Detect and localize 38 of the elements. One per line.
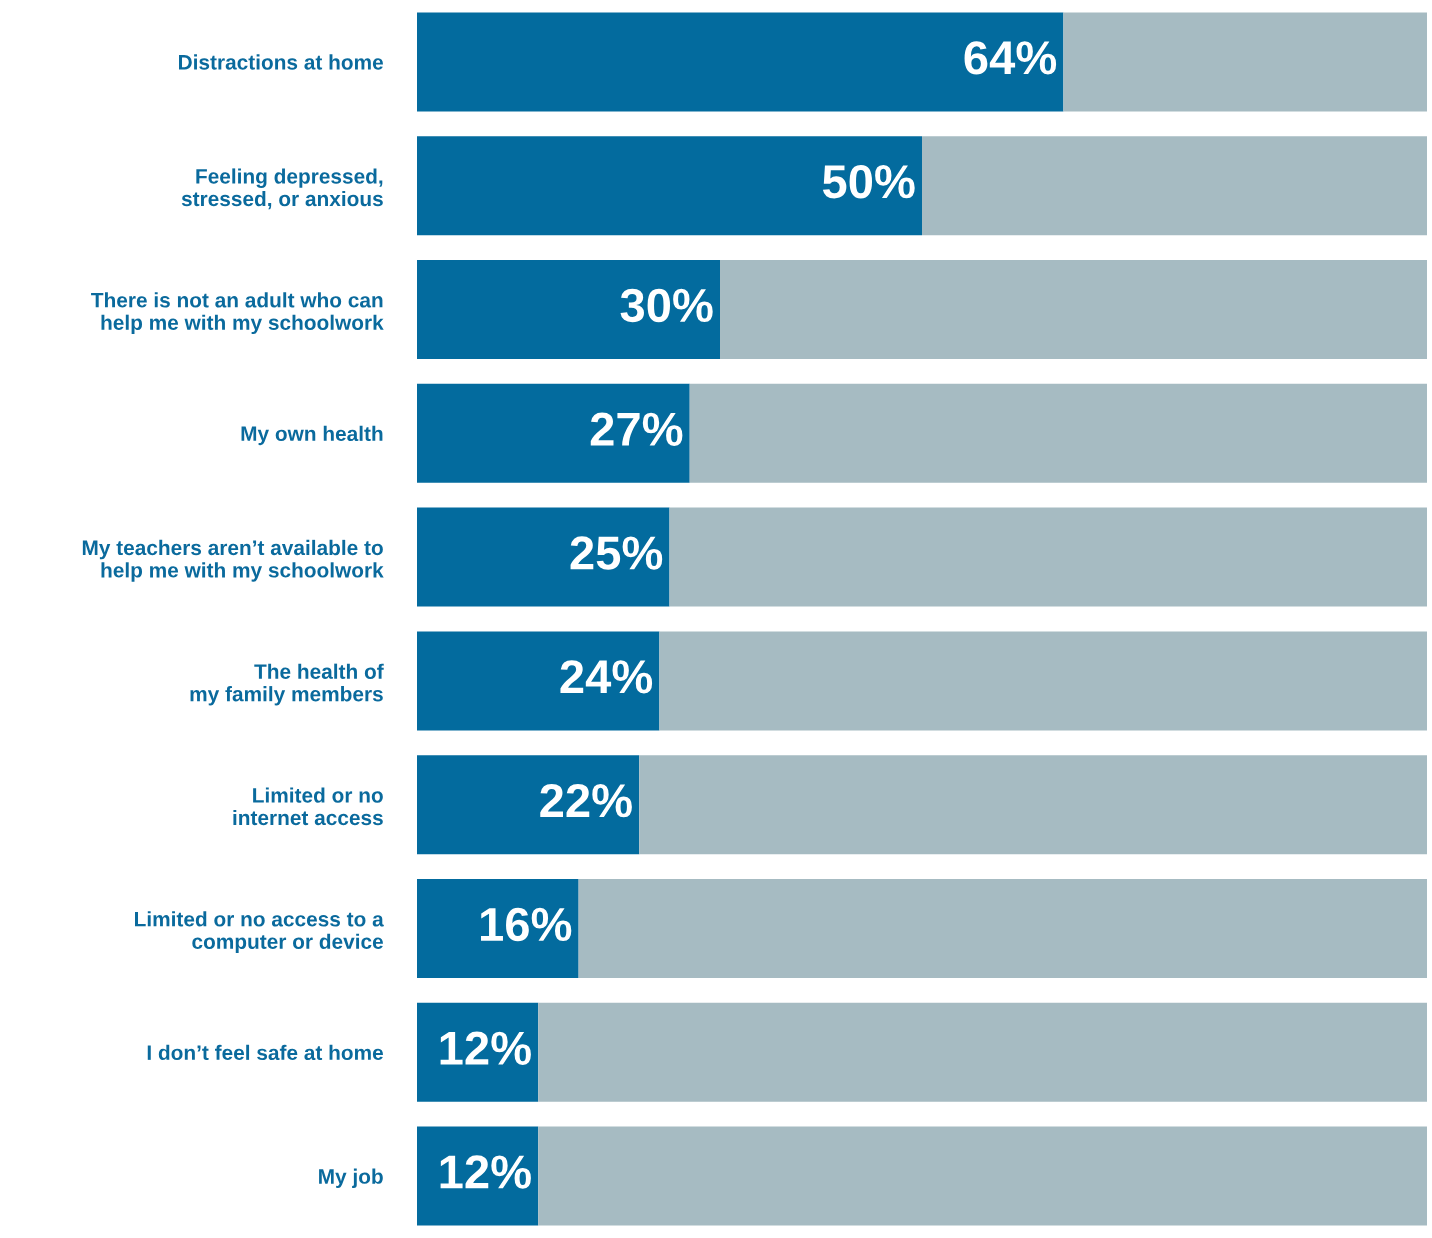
- bar: [417, 755, 640, 855]
- bar: [417, 507, 670, 607]
- bar: [538, 1002, 1427, 1102]
- data-label: 12%: [440, 1031, 531, 1065]
- data-label: 24%: [560, 660, 653, 694]
- bar: [1063, 12, 1427, 112]
- bar: [659, 631, 1427, 731]
- y-tick-label: My job: [319, 1168, 383, 1188]
- data-label: 22%: [540, 783, 632, 818]
- data-label: 50%: [822, 164, 915, 199]
- bar: [417, 136, 922, 236]
- bar: [578, 878, 1427, 979]
- bar: [639, 755, 1427, 855]
- data-label: 27%: [590, 412, 683, 446]
- data-label: 25%: [570, 536, 663, 570]
- bar: [538, 1126, 1427, 1226]
- y-tick-label: The health of my family members: [190, 663, 384, 706]
- bar: [922, 136, 1427, 236]
- bar: [417, 12, 1064, 112]
- bar: [417, 878, 579, 979]
- data-label: 64%: [964, 41, 1057, 75]
- y-tick-label: Limited or no internet access: [233, 787, 383, 826]
- y-tick-label: My own health: [241, 425, 383, 446]
- bar: [417, 631, 660, 731]
- y-tick-label: Distractions at home: [179, 54, 383, 70]
- bar: [669, 507, 1427, 607]
- bar: [720, 259, 1427, 360]
- y-tick-label: There is not an adult who can help me with my schoolwork: [91, 292, 384, 335]
- data-label: 12%: [440, 1155, 531, 1189]
- data-label: 30%: [620, 288, 713, 323]
- bar: [417, 383, 690, 483]
- y-tick-label: I don’t feel safe at home: [147, 1044, 383, 1061]
- y-tick-label: My teachers aren’t available to help me with my schoolwork: [82, 539, 384, 582]
- bar: [689, 383, 1427, 483]
- y-tick-label: Feeling depressed, stressed, or anxious: [181, 168, 383, 210]
- bar: [417, 259, 720, 360]
- y-tick-label: Limited or no access to a computer or device: [135, 911, 384, 954]
- data-label: 16%: [481, 907, 572, 942]
